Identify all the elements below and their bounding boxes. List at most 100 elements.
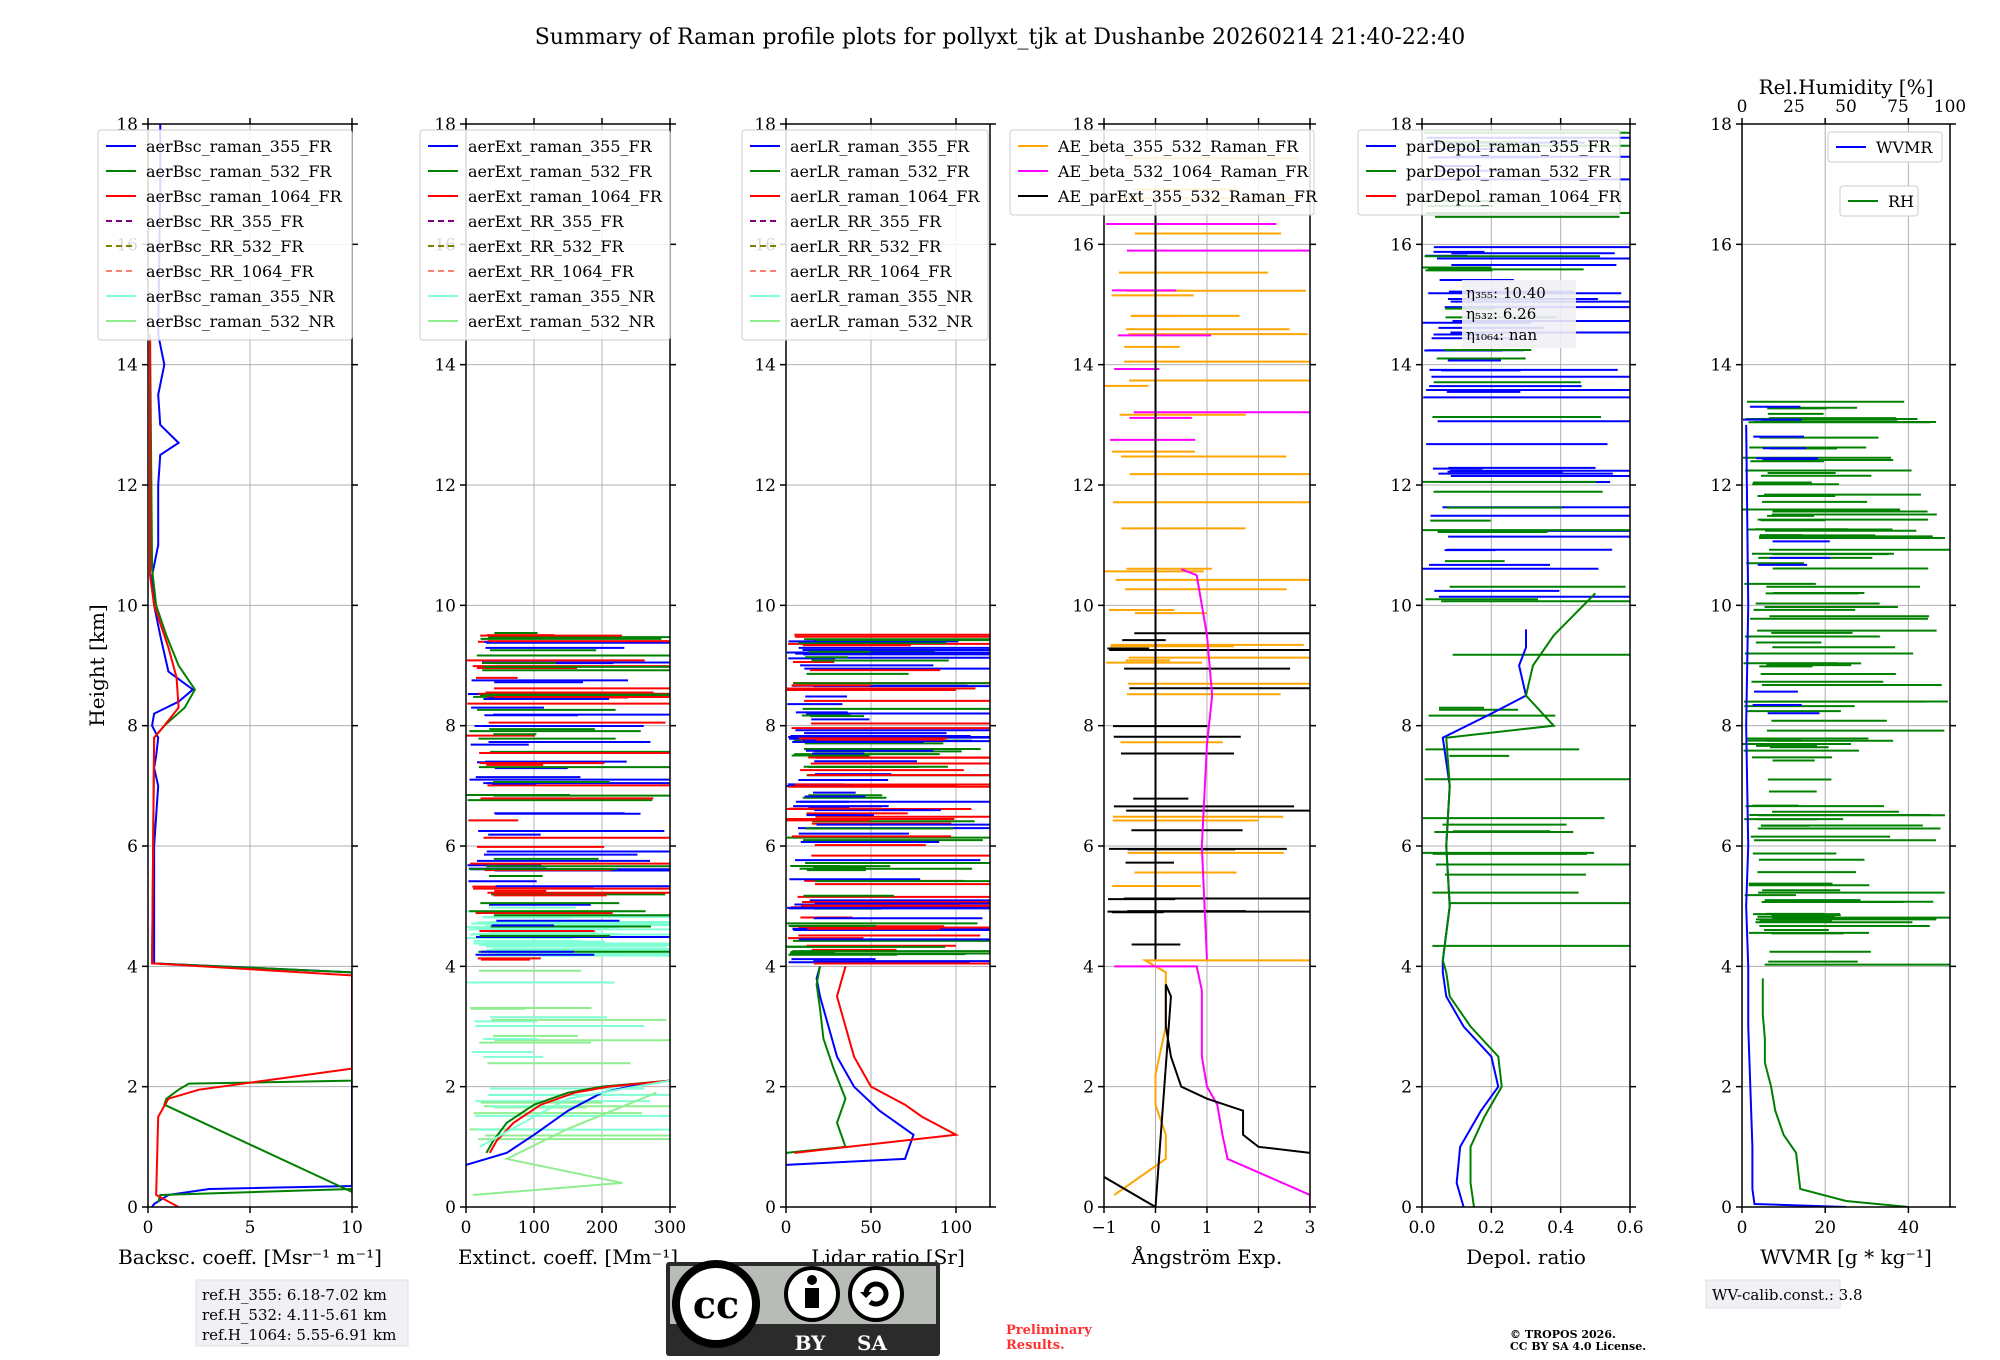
legend-label: aerLR_RR_532_FR xyxy=(790,237,942,256)
legend-label: aerLR_raman_355_FR xyxy=(790,137,970,156)
y-tick-label: 6 xyxy=(127,837,138,857)
legend-label: aerExt_raman_532_NR xyxy=(468,312,656,331)
series-aerExt_raman_1064_FR xyxy=(488,1079,670,1154)
legend-box xyxy=(741,129,989,341)
legend-label: aerExt_raman_1064_FR xyxy=(468,187,663,206)
badge-by-label: BY xyxy=(795,1331,827,1355)
y-tick-label: 14 xyxy=(434,356,456,376)
x-tick-label: 0 xyxy=(1737,1218,1748,1238)
y-tick-label: 0 xyxy=(127,1198,138,1218)
y-tick-label: 0 xyxy=(445,1198,456,1218)
legend-label: aerBsc_raman_1064_FR xyxy=(146,187,343,206)
y-tick-label: 8 xyxy=(127,717,138,737)
legend-label: AE_parExt_355_532_Raman_FR xyxy=(1057,187,1318,206)
x-tick-label: 200 xyxy=(586,1218,618,1238)
x-axis-label: Extinct. coeff. [Mm⁻¹] xyxy=(458,1245,678,1269)
plot-area-ext xyxy=(466,632,670,1196)
share-alike-icon xyxy=(848,1266,904,1322)
legend-label: aerLR_raman_355_NR xyxy=(790,287,973,306)
x-tick-label: 0 xyxy=(1150,1218,1161,1238)
y-tick-label: 10 xyxy=(116,596,138,616)
top-tick-label: 0 xyxy=(1737,97,1748,117)
legend-label: aerLR_RR_355_FR xyxy=(790,212,942,231)
eta-label: η₃₅₅: 10.40 xyxy=(1466,284,1546,302)
legend-label: aerBsc_raman_355_NR xyxy=(146,287,335,306)
y-tick-label: 0 xyxy=(1401,1198,1412,1218)
panel-lr: 024681012141618050100Lidar ratio [Sr]aer… xyxy=(741,115,996,1269)
eta-label: η₁₀₆₄: nan xyxy=(1466,326,1537,344)
x-tick-label: 0.6 xyxy=(1616,1218,1643,1238)
legend-label: aerExt_raman_532_FR xyxy=(468,162,653,181)
wv-calib-box: WV-calib.const.: 3.8 xyxy=(1705,1279,1863,1309)
y-tick-label: 6 xyxy=(1083,837,1094,857)
legend-label: aerExt_RR_532_FR xyxy=(468,237,625,256)
top-tick-label: 100 xyxy=(1934,97,1966,117)
y-tick-label: 12 xyxy=(1072,476,1094,496)
legend-box xyxy=(1009,129,1315,216)
top-axis-label: Rel.Humidity [%] xyxy=(1759,75,1934,99)
preliminary-line-2: Results. xyxy=(1006,1338,1065,1353)
y-tick-label: 4 xyxy=(127,957,138,977)
y-tick-label: 18 xyxy=(1710,115,1732,135)
x-tick-label: −1 xyxy=(1091,1218,1116,1238)
x-tick-label: 2 xyxy=(1253,1218,1264,1238)
x-tick-label: 0.0 xyxy=(1408,1218,1435,1238)
legend-box xyxy=(419,129,671,341)
x-tick-label: 0 xyxy=(461,1218,472,1238)
y-tick-label: 10 xyxy=(1072,596,1094,616)
legend-label: RH xyxy=(1888,192,1914,211)
legend-label: aerLR_RR_1064_FR xyxy=(790,262,952,281)
legend-label: aerBsc_raman_532_FR xyxy=(146,162,332,181)
ref-height-box: ref.H_355: 6.18-7.02 km ref.H_532: 4.11-… xyxy=(195,1279,409,1347)
x-tick-label: 40 xyxy=(1898,1218,1920,1238)
y-tick-label: 16 xyxy=(1390,235,1412,255)
copyright-line-2: CC BY SA 4.0 License. xyxy=(1510,1340,1646,1353)
x-tick-label: 0.4 xyxy=(1547,1218,1574,1238)
y-tick-label: 4 xyxy=(765,957,776,977)
y-tick-label: 12 xyxy=(1710,476,1732,496)
panel-ext: 0246810121416180100200300Extinct. coeff.… xyxy=(419,115,686,1269)
legend-label: aerLR_raman_532_FR xyxy=(790,162,970,181)
eta-box xyxy=(1462,280,1576,348)
panel-bsc: 0246810121416180510Backsc. coeff. [Msr⁻¹… xyxy=(85,115,382,1269)
ref-h-1064: ref.H_1064: 5.55-6.91 km xyxy=(202,1326,396,1344)
series-aerBsc_raman_355_FR xyxy=(151,124,352,1207)
ref-h-355: ref.H_355: 6.18-7.02 km xyxy=(202,1286,387,1304)
eta-label: η₅₃₂: 6.26 xyxy=(1466,305,1536,323)
legend-label: aerExt_raman_355_FR xyxy=(468,137,653,156)
y-tick-label: 14 xyxy=(1072,356,1094,376)
axes-frame xyxy=(1741,123,1951,1208)
x-tick-label: 3 xyxy=(1305,1218,1316,1238)
ae-beta-532-1064-upper xyxy=(1180,568,1214,961)
panels: 0246810121416180510Backsc. coeff. [Msr⁻¹… xyxy=(85,75,1966,1269)
y-tick-label: 8 xyxy=(1721,717,1732,737)
x-tick-label: 100 xyxy=(518,1218,550,1238)
legend-label: aerBsc_raman_532_NR xyxy=(146,312,335,331)
x-axis-label: WVMR [g * kg⁻¹] xyxy=(1760,1245,1932,1269)
y-tick-label: 8 xyxy=(445,717,456,737)
series-aerBsc_raman_1064_FR xyxy=(149,334,352,1207)
legend-label: aerExt_raman_355_NR xyxy=(468,287,656,306)
wv-calib-const: WV-calib.const.: 3.8 xyxy=(1712,1286,1863,1304)
legend-label: parDepol_raman_1064_FR xyxy=(1406,187,1622,206)
y-tick-label: 2 xyxy=(1083,1078,1094,1098)
legend-label: aerBsc_raman_355_FR xyxy=(146,137,332,156)
y-tick-label: 14 xyxy=(116,356,138,376)
attribution-icon xyxy=(784,1266,840,1322)
legend-label: aerBsc_RR_1064_FR xyxy=(146,262,315,281)
x-tick-label: 300 xyxy=(654,1218,686,1238)
x-tick-label: 0 xyxy=(143,1218,154,1238)
y-tick-label: 10 xyxy=(754,596,776,616)
series-aerExt_raman_532_FR xyxy=(485,1079,670,1154)
top-tick-label: 25 xyxy=(1783,97,1805,117)
x-tick-label: 1 xyxy=(1202,1218,1213,1238)
axes-frame xyxy=(785,123,991,1208)
legend-label: parDepol_raman_355_FR xyxy=(1406,137,1612,156)
series-aerLR_raman_355_FR xyxy=(786,966,915,1166)
series-AE_beta_355_532_Raman_FR xyxy=(1113,959,1310,1196)
series-aerLR_raman_532_FR xyxy=(786,966,847,1154)
y-tick-label: 10 xyxy=(1390,596,1412,616)
y-tick-label: 14 xyxy=(1390,356,1412,376)
